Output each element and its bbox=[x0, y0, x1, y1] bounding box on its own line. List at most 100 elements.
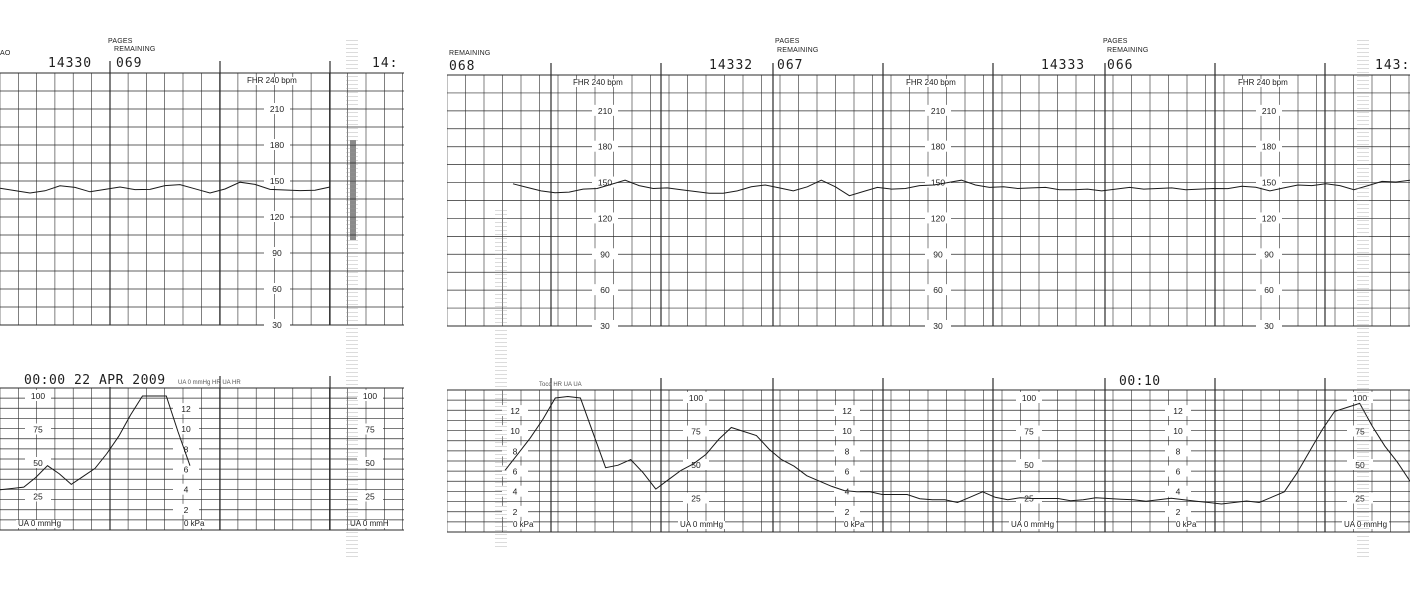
remaining-label-2: REMAINING bbox=[1107, 47, 1149, 54]
ua-left-kpa-tick-label: 12 bbox=[181, 404, 191, 414]
ua-right-mmhg-1-label-bg bbox=[1016, 459, 1042, 470]
ua-right-mmhg-2-tick-label: 25 bbox=[1355, 494, 1365, 504]
ua-left-mmhg-2-tick-label: 75 bbox=[365, 425, 375, 435]
ua-left-kpa-tick-label: 8 bbox=[184, 444, 189, 454]
fhr-right-2-tick-label: 60 bbox=[1264, 285, 1274, 295]
ua-right-kpa-0-tick-label: 4 bbox=[513, 487, 518, 497]
ua-left-mmhg-tick-label: 25 bbox=[33, 492, 43, 502]
ua-left-mmhg-label-bg bbox=[25, 390, 51, 401]
fhr-right-1-tick-label: 120 bbox=[931, 213, 945, 223]
fhr-right-0-label-bg bbox=[592, 140, 618, 152]
fhr-left-label-bg bbox=[264, 283, 290, 294]
fhr-right-2-label-bg bbox=[1256, 104, 1282, 116]
fhr-left-tick-label: 180 bbox=[270, 140, 284, 150]
fhr-right-2-tick-label: 30 bbox=[1264, 321, 1274, 331]
ua-right-kpa-1-label-bg bbox=[834, 405, 860, 417]
ua-left-kpa-label-bg bbox=[173, 503, 199, 515]
fhr-right-2-tick-label: 150 bbox=[1262, 178, 1276, 188]
remaining-number-2: 066 bbox=[1107, 58, 1134, 73]
next-page-number: 14: bbox=[372, 56, 399, 71]
ua-right-kpa-0-label-bg bbox=[502, 465, 528, 477]
ua-right-mmhg-2-label-bg bbox=[1347, 459, 1373, 470]
fhr-left-label-bg bbox=[264, 211, 290, 222]
fhr-right-2-tick-label: 180 bbox=[1262, 142, 1276, 152]
chart-right: 2101801501209060302101801501209060302101… bbox=[446, 63, 1410, 533]
ua-right-mmhg-0-label-bg bbox=[683, 492, 709, 504]
fhr-trace-left bbox=[0, 181, 331, 194]
fhr-right-1-tick-label: 150 bbox=[931, 178, 945, 188]
page-number: 14330 bbox=[48, 56, 93, 71]
ua-right-kpa-0-tick-label: 8 bbox=[513, 446, 518, 456]
ua-left-kpa-label-bg bbox=[173, 403, 199, 415]
ua-kpa-label-2: 0 kPa bbox=[844, 520, 865, 529]
ua-left-mmhg-2-tick-label: 100 bbox=[363, 391, 377, 401]
annotation-small-right: Toco HR UA UA bbox=[539, 382, 582, 388]
ua-right-mmhg-1-tick-label: 75 bbox=[1024, 427, 1034, 437]
remaining-number-1: 067 bbox=[777, 58, 804, 73]
fhr-right-0-label-bg bbox=[592, 212, 618, 224]
remaining-number: 069 bbox=[116, 56, 143, 71]
ua-right-kpa-2-label-bg bbox=[1165, 445, 1191, 457]
ua-right-kpa-0-label-bg bbox=[502, 425, 528, 437]
pages-label: PAGES bbox=[108, 38, 133, 45]
strip-left: 210 180 150 120 90 60 30 25 50 75 100 25 50 75 100 12 10… bbox=[0, 0, 404, 600]
ua-mmhg-label: UA 0 mmHg bbox=[16, 519, 64, 528]
fhr-title-1: FHR 240 bpm bbox=[571, 78, 625, 87]
ua-right-kpa-2-tick-label: 4 bbox=[1176, 487, 1181, 497]
remaining-label: REMAINING bbox=[114, 46, 156, 53]
page-number-2: 14333 bbox=[1041, 58, 1086, 73]
ua-right-mmhg-0-label-bg bbox=[683, 425, 709, 437]
ua-right-mmhg-0-tick-label: 100 bbox=[689, 393, 703, 403]
fhr-title-2: FHR 240 bpm bbox=[904, 78, 958, 87]
fhr-right-1-tick-label: 90 bbox=[933, 249, 943, 259]
ua-right-mmhg-0-tick-label: 75 bbox=[691, 427, 701, 437]
ua-right-mmhg-2-label-bg bbox=[1347, 392, 1373, 403]
ua-left-mmhg-2-tick-label: 50 bbox=[365, 458, 375, 468]
ua-left-kpa-label-bg bbox=[173, 443, 199, 455]
ua-left-mmhg-label-bg bbox=[25, 423, 51, 435]
fhr-right-1-label-bg bbox=[925, 248, 951, 260]
ua-right-kpa-0-label-bg bbox=[502, 505, 528, 517]
ua-right-kpa-2-label-bg bbox=[1165, 485, 1191, 497]
fhr-right-0-label-bg bbox=[592, 284, 618, 296]
ua-right-mmhg-0-tick-label: 50 bbox=[691, 460, 701, 470]
fhr-left-label-bg bbox=[264, 139, 290, 150]
fhr-right-0-label-bg bbox=[592, 176, 618, 188]
ua-right-kpa-1-tick-label: 2 bbox=[845, 507, 850, 517]
ua-right-kpa-1-tick-label: 6 bbox=[845, 467, 850, 477]
remaining-label-1: REMAINING bbox=[777, 47, 819, 54]
ua-left-kpa-tick-label: 2 bbox=[184, 505, 189, 515]
ua-right-kpa-0-tick-label: 6 bbox=[513, 467, 518, 477]
ua-right-mmhg-1-label-bg bbox=[1016, 392, 1042, 403]
fhr-right-1-label-bg bbox=[925, 140, 951, 152]
ua-left-kpa-tick-label: 10 bbox=[181, 424, 191, 434]
fhr-left-tick-label: 30 bbox=[272, 320, 282, 330]
ua-left-kpa-label-bg bbox=[173, 423, 199, 435]
cut-remaining-number: 068 bbox=[449, 59, 476, 74]
ua-trace-right bbox=[504, 395, 1410, 505]
fhr-right-1-tick-label: 180 bbox=[931, 142, 945, 152]
ua-right-kpa-2-label-bg bbox=[1165, 425, 1191, 437]
fhr-right-0-tick-label: 120 bbox=[598, 213, 612, 223]
fhr-left-tick-label: 210 bbox=[270, 104, 284, 114]
ua-right-kpa-1-label-bg bbox=[834, 445, 860, 457]
fhr-right-1-tick-label: 210 bbox=[931, 106, 945, 116]
ua-right-kpa-2-tick-label: 2 bbox=[1176, 507, 1181, 517]
ua-right-mmhg-0-label-bg bbox=[683, 392, 709, 403]
fhr-right-1-tick-label: 60 bbox=[933, 285, 943, 295]
artifact-specks-right-1 bbox=[495, 210, 507, 550]
fhr-right-0-label-bg bbox=[592, 320, 618, 331]
fhr-right-0-tick-label: 150 bbox=[598, 178, 612, 188]
annotation-small: UA 0 mmHg HR UA HR bbox=[178, 380, 241, 386]
ua-right-mmhg-1-tick-label: 100 bbox=[1022, 393, 1036, 403]
strip-gap bbox=[404, 0, 447, 600]
ua-right-mmhg-1-tick-label: 50 bbox=[1024, 460, 1034, 470]
fhr-left-label-bg bbox=[264, 247, 290, 258]
cut-label: AO bbox=[0, 50, 11, 57]
next-page-number-right: 143: bbox=[1375, 58, 1410, 73]
ua-right-mmhg-2-label-bg bbox=[1347, 425, 1373, 437]
fhr-title: FHR 240 bpm bbox=[245, 76, 299, 85]
fhr-right-1-label-bg bbox=[925, 212, 951, 224]
artifact-mark bbox=[350, 140, 356, 240]
fhr-trace-right bbox=[512, 179, 1410, 197]
